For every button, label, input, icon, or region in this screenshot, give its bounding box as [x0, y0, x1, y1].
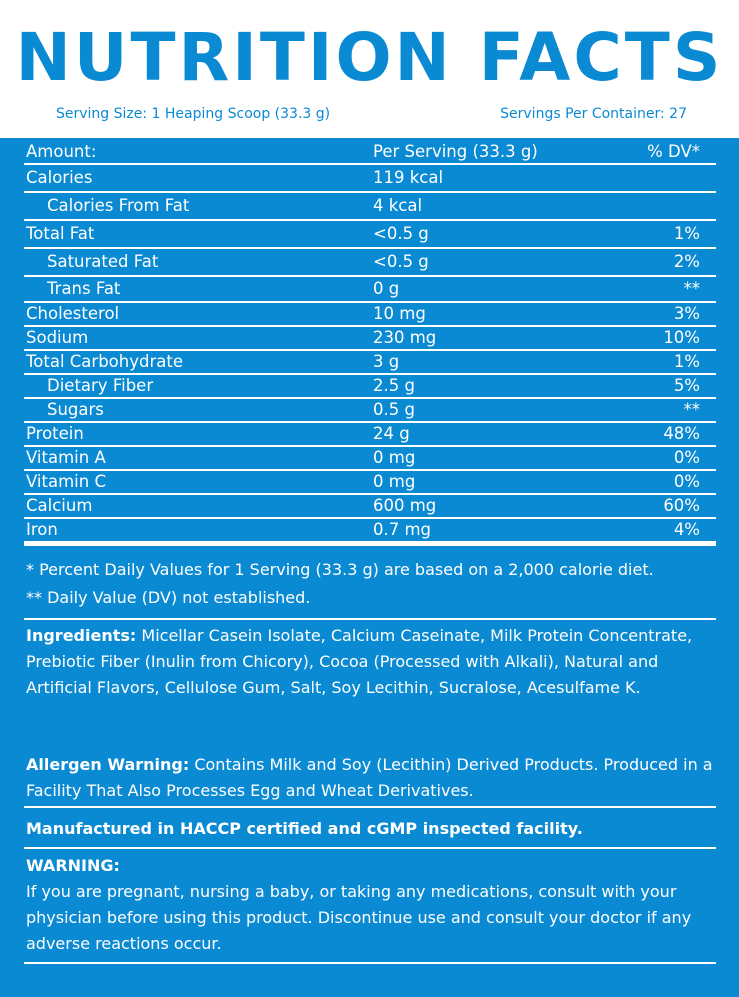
nutrient: Sodium	[26, 328, 89, 347]
rule	[24, 397, 716, 399]
daily-value: 0%	[673, 472, 700, 491]
amount: 2.5 g	[373, 376, 415, 395]
rule	[24, 806, 716, 808]
amount: 119 kcal	[373, 168, 444, 187]
nutrient: Iron	[26, 520, 58, 539]
daily-value: 5%	[673, 376, 700, 395]
daily-value: 2%	[673, 252, 700, 271]
amount: 3 g	[373, 352, 400, 371]
daily-value: 60%	[663, 496, 700, 515]
warning-text: If you are pregnant, nursing a baby, or …	[26, 882, 692, 953]
rule	[24, 163, 716, 165]
title: NUTRITION FACTS	[15, 19, 724, 96]
daily-value: **	[683, 279, 701, 298]
daily-value: 1%	[673, 224, 700, 243]
daily-value: % DV*	[647, 142, 700, 161]
amount: <0.5 g	[373, 224, 429, 243]
amount: Per Serving (33.3 g)	[373, 142, 538, 161]
nutrient: Protein	[26, 424, 84, 443]
amount: 600 mg	[373, 496, 437, 515]
footnote: * Percent Daily Values for 1 Serving (33…	[26, 560, 654, 579]
daily-value: 0%	[673, 448, 700, 467]
amount: 4 kcal	[373, 196, 423, 215]
rule	[24, 517, 716, 519]
rule	[24, 325, 716, 327]
nutrient: Total Fat	[26, 224, 95, 243]
amount: 24 g	[373, 424, 410, 443]
rule	[24, 618, 716, 620]
rule	[24, 247, 716, 249]
rule	[24, 349, 716, 351]
header: NUTRITION FACTS Serving Size: 1 Heaping …	[0, 0, 739, 138]
rule	[24, 219, 716, 221]
amount: 0 g	[373, 279, 400, 298]
ingredients: Ingredients: Micellar Casein Isolate, Ca…	[26, 623, 718, 701]
rule	[24, 445, 716, 447]
nutrient: Total Carbohydrate	[26, 352, 183, 371]
nutrient: Vitamin A	[26, 448, 106, 467]
ingredients-text: Micellar Casein Isolate, Calcium Caseina…	[26, 626, 693, 697]
allergen: Allergen Warning: Contains Milk and Soy …	[26, 752, 718, 804]
nutrient: Cholesterol	[26, 304, 120, 323]
nutrient: Calcium	[26, 496, 93, 515]
rule	[24, 191, 716, 193]
rule	[24, 469, 716, 471]
servings-per-container: Servings Per Container: 27	[500, 106, 687, 122]
manufactured: Manufactured in HACCP certified and cGMP…	[26, 819, 583, 838]
nutrient: Vitamin C	[26, 472, 106, 491]
footnote: ** Daily Value (DV) not established.	[26, 588, 311, 607]
amount: 0.5 g	[373, 400, 415, 419]
amount: <0.5 g	[373, 252, 429, 271]
serving-size: Serving Size: 1 Heaping Scoop (33.3 g)	[56, 106, 331, 122]
amount: 0 mg	[373, 472, 416, 491]
amount: 0 mg	[373, 448, 416, 467]
daily-value: 1%	[673, 352, 700, 371]
allergen-label: Allergen Warning:	[26, 755, 190, 774]
rule	[24, 493, 716, 495]
nutrient: Amount:	[26, 142, 97, 161]
nutrient: Calories From Fat	[47, 196, 190, 215]
daily-value: 3%	[673, 304, 700, 323]
nutrient: Sugars	[47, 400, 104, 419]
ingredients-label: Ingredients:	[26, 626, 137, 645]
nutrient: Trans Fat	[47, 279, 121, 298]
amount: 0.7 mg	[373, 520, 432, 539]
nutrient: Dietary Fiber	[47, 376, 154, 395]
nutrient: Saturated Fat	[47, 252, 159, 271]
amount: 230 mg	[373, 328, 437, 347]
daily-value: 10%	[663, 328, 700, 347]
rule	[24, 301, 716, 303]
rule	[24, 847, 716, 849]
allergen-text: Contains Milk and Soy (Lecithin) Derived…	[26, 755, 713, 800]
rule	[24, 373, 716, 375]
daily-value: 48%	[663, 424, 700, 443]
rule	[24, 962, 716, 964]
daily-value: **	[683, 400, 701, 419]
rule	[24, 541, 716, 546]
nutrient: Calories	[26, 168, 93, 187]
daily-value: 4%	[673, 520, 700, 539]
rule	[24, 275, 716, 277]
warning-title: WARNING:	[26, 856, 120, 875]
rule	[24, 421, 716, 423]
amount: 10 mg	[373, 304, 426, 323]
